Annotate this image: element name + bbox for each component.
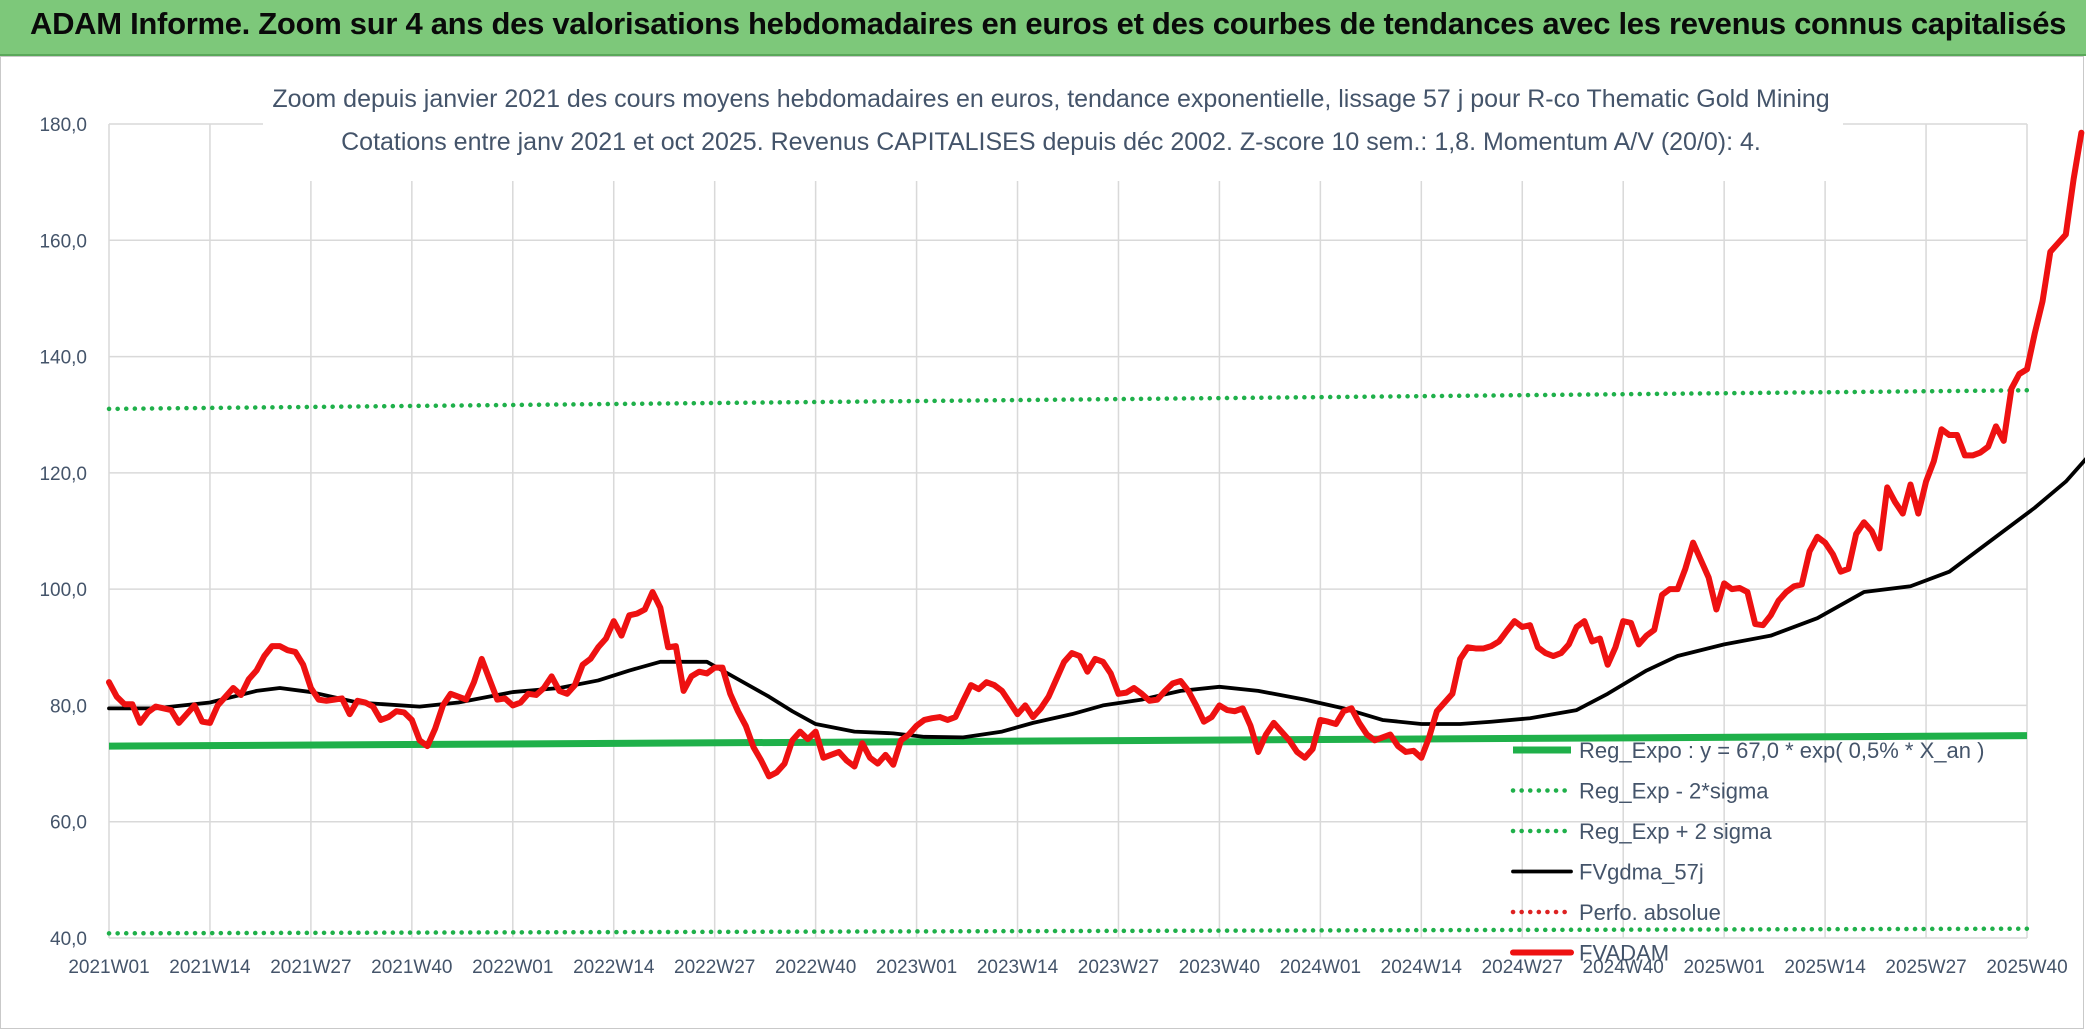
series-line-hi: [106, 388, 2030, 412]
x-tick-label: 2022W40: [775, 957, 856, 978]
grid: [108, 123, 2028, 939]
x-tick-label: 2023W01: [876, 957, 957, 978]
y-tick-label: 80,0: [50, 696, 87, 717]
x-tick-label: 2024W14: [1381, 957, 1463, 978]
banner-title: ADAM Informe. Zoom sur 4 ans des valoris…: [30, 6, 2067, 41]
chart-title-line-1: Zoom depuis janvier 2021 des cours moyen…: [272, 85, 1829, 113]
legend-label-lo: Reg_Exp - 2*sigma: [1579, 779, 1769, 804]
x-tick-label: 2025W01: [1683, 957, 1764, 978]
x-tick-label: 2021W01: [68, 957, 149, 978]
x-tick-label: 2025W27: [1885, 957, 1966, 978]
banner: ADAM Informe. Zoom sur 4 ans des valoris…: [0, 0, 2086, 56]
legend-label-hi: Reg_Exp + 2 sigma: [1579, 819, 1772, 844]
y-tick-label: 140,0: [39, 348, 87, 369]
y-tick-label: 160,0: [39, 231, 87, 252]
chart-frame: 40,0 60,0 80,0 100,0 120,0 140,0 160,0 180,0 20…: [0, 56, 2085, 1029]
y-tick-label: 120,0: [39, 464, 87, 485]
series-line-lo: [106, 926, 2030, 936]
legend-label-reg: Reg_Expo : y = 67,0 * exp( 0,5% * X_an ): [1579, 738, 1984, 763]
y-tick-label: 100,0: [39, 580, 87, 601]
y-axis-ticks: 40,0 60,0 80,0 100,0 120,0 140,0 160,0 180,0: [39, 115, 87, 950]
x-tick-label: 2025W40: [1986, 957, 2067, 978]
series-layer: [106, 129, 2085, 936]
x-tick-label: 2021W27: [270, 957, 351, 978]
x-tick-label: 2024W40: [1583, 957, 1664, 978]
series-line-fvadam: [106, 129, 2085, 780]
x-tick-label: 2024W01: [1280, 957, 1361, 978]
series-line-fvgdma: [107, 457, 2085, 740]
x-tick-label: 2022W14: [573, 957, 655, 978]
x-tick-label: 2024W27: [1482, 957, 1563, 978]
x-tick-label: 2021W14: [169, 957, 251, 978]
x-axis-ticks: 2021W01 2021W14 2021W27 2021W40 2022W01 2022W…: [68, 957, 2067, 978]
y-tick-label: 180,0: [39, 115, 87, 136]
y-tick-label: 60,0: [50, 813, 87, 834]
title-background: [263, 63, 1843, 181]
x-tick-label: 2023W40: [1179, 957, 1260, 978]
y-tick-label: 40,0: [50, 929, 87, 950]
x-tick-label: 2021W40: [371, 957, 452, 978]
x-tick-label: 2022W27: [674, 957, 755, 978]
x-tick-label: 2025W14: [1784, 957, 1866, 978]
chart-title-line-2: Cotations entre janv 2021 et oct 2025. R…: [341, 128, 1761, 156]
x-tick-label: 2023W27: [1078, 957, 1159, 978]
x-tick-label: 2023W14: [977, 957, 1059, 978]
x-tick-label: 2022W01: [472, 957, 553, 978]
legend-label-fvgdma: FVgdma_57j: [1579, 860, 1704, 885]
legend: Reg_Expo : y = 67,0 * exp( 0,5% * X_an )…: [1510, 738, 1984, 966]
legend-label-fvadam: FVADAM: [1579, 941, 1669, 966]
chart: 40,0 60,0 80,0 100,0 120,0 140,0 160,0 180,0 20…: [39, 63, 2085, 978]
legend-label-perfo: Perfo. absolue: [1579, 900, 1721, 925]
